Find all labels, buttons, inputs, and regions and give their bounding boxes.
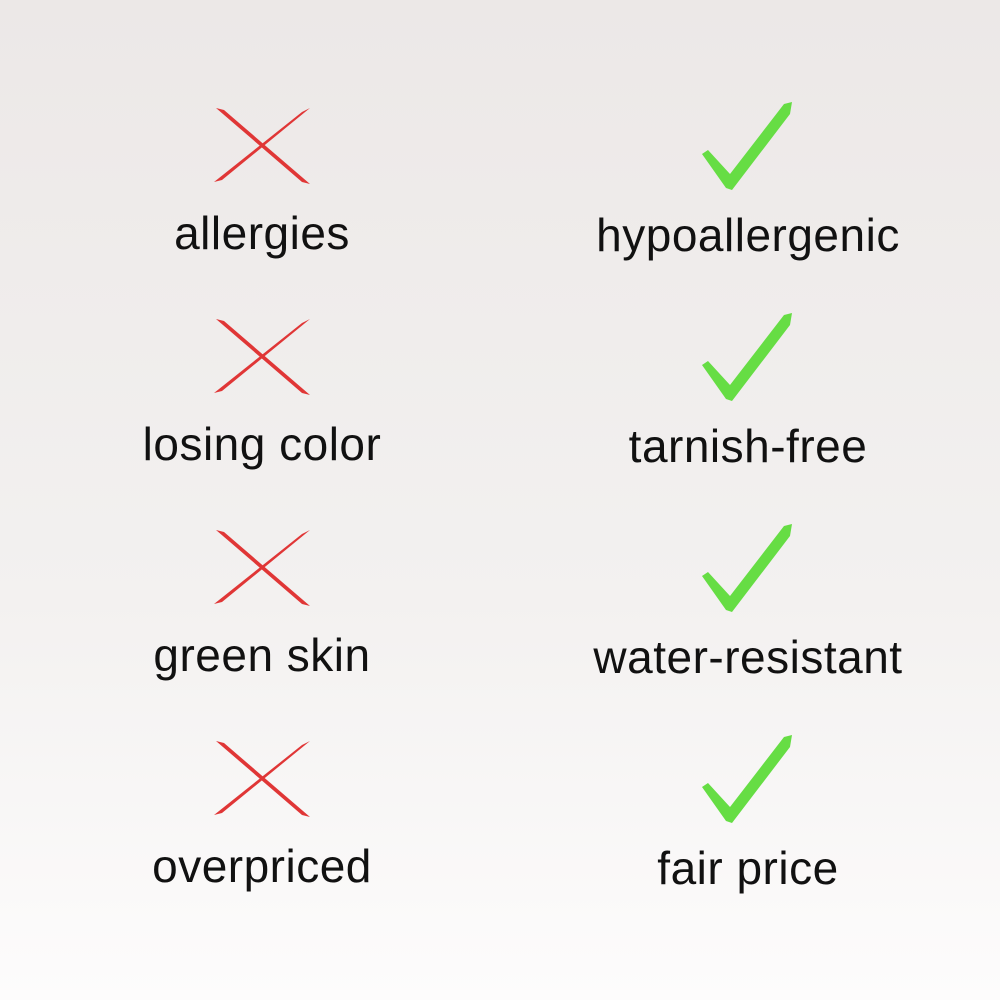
con-label: allergies [174, 207, 350, 259]
con-label: green skin [153, 629, 371, 681]
pro-item: water-resistant [498, 522, 998, 685]
con-label: losing color [142, 418, 382, 470]
con-item: overpriced [12, 737, 512, 894]
cross-icon [12, 737, 512, 824]
pro-item: hypoallergenic [498, 100, 998, 263]
con-item: losing color [12, 315, 512, 472]
con-item: allergies [12, 104, 512, 261]
pro-label: hypoallergenic [596, 209, 900, 261]
con-label: overpriced [152, 840, 372, 892]
pro-label: fair price [657, 842, 839, 894]
con-item: green skin [12, 526, 512, 683]
check-icon [498, 311, 998, 408]
check-icon [498, 733, 998, 830]
check-icon [498, 100, 998, 197]
cross-icon [12, 526, 512, 613]
check-icon [498, 522, 998, 619]
pro-label: water-resistant [593, 631, 903, 683]
pro-item: tarnish-free [498, 311, 998, 474]
pro-item: fair price [498, 733, 998, 896]
pro-label: tarnish-free [628, 420, 868, 472]
cross-icon [12, 315, 512, 402]
cross-icon [12, 104, 512, 191]
